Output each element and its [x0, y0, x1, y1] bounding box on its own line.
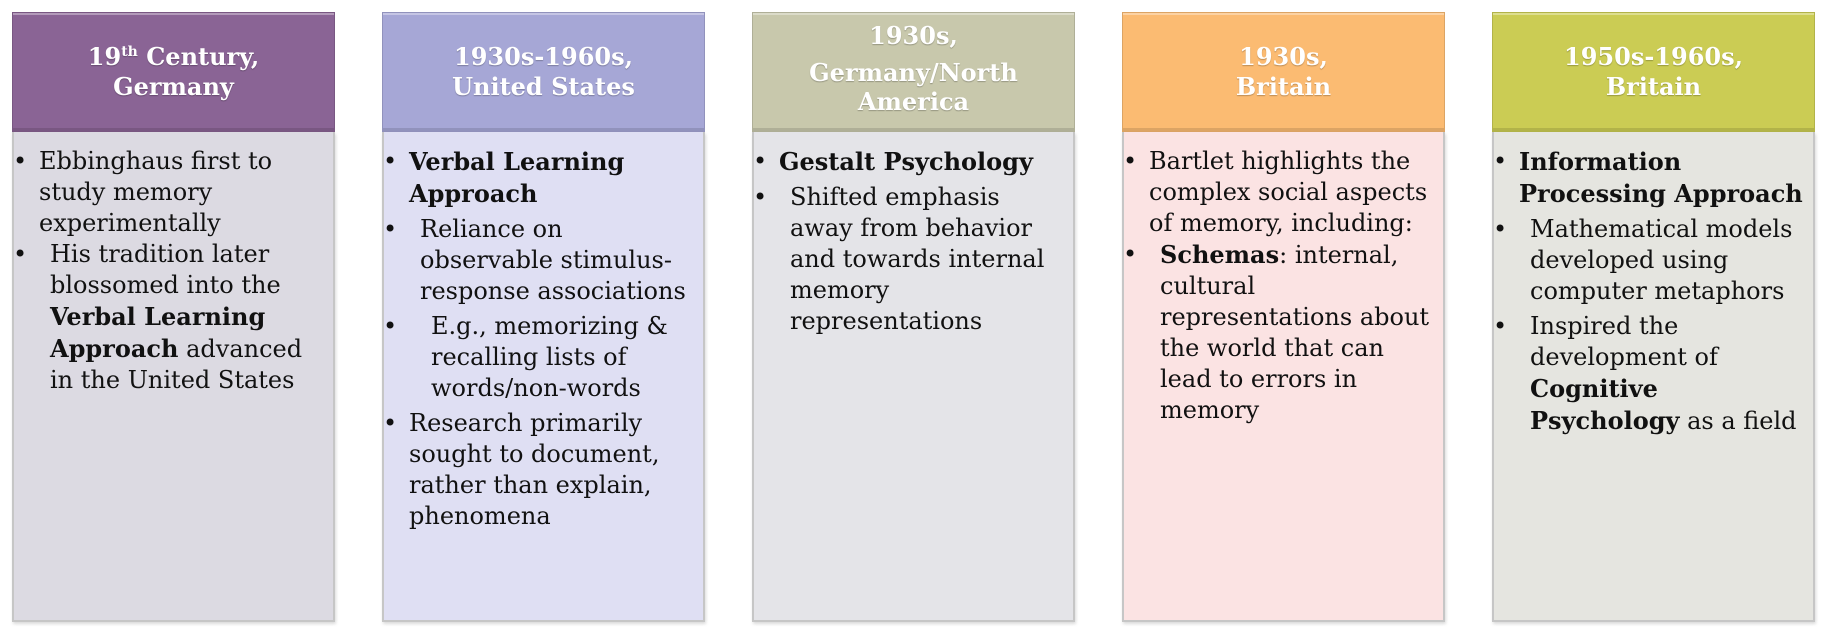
- column-1930s-britain: 1930s, Britain Bartlet highlights the co…: [1122, 12, 1445, 622]
- sub-bullet-item: Inspired the development of Cognitive Ps…: [1493, 311, 1803, 437]
- bullet-item: Verbal Learning Approach: [383, 146, 693, 210]
- sub-bullet-item: Reliance on observable stimulus-response…: [383, 214, 693, 307]
- column-body: Ebbinghaus first to study memory experim…: [12, 132, 335, 622]
- header-line2: Germany: [113, 72, 234, 101]
- header-line2: United States: [452, 72, 635, 101]
- bullet-item: Bartlet highlights the complex social as…: [1123, 146, 1433, 239]
- bullet-item: Information Processing Approach: [1493, 146, 1803, 210]
- header-line2: Britain: [1605, 72, 1702, 101]
- bullet-item: Research primarily sought to document, r…: [383, 408, 693, 532]
- sub-bullet-item: His tradition later blossomed into the V…: [13, 239, 323, 396]
- column-header: 1930s-1960s, United States: [382, 12, 705, 132]
- column-body: Verbal Learning Approach Reliance on obs…: [382, 132, 705, 622]
- column-header: 19th Century, Germany: [12, 12, 335, 132]
- header-line1: 19th Century,: [87, 42, 260, 71]
- sub-bullet-item: Mathematical models developed using comp…: [1493, 214, 1803, 307]
- column-body: Information Processing Approach Mathemat…: [1492, 132, 1815, 622]
- bullet-item: Gestalt Psychology: [753, 146, 1063, 178]
- column-header: 1950s-1960s, Britain: [1492, 12, 1815, 132]
- sub-sub-bullet-item: E.g., memorizing & recalling lists of wo…: [383, 311, 693, 404]
- header-line1: 1930s,: [1239, 42, 1328, 71]
- column-header: 1930s, Germany/North America: [752, 12, 1075, 132]
- column-1950s-1960s-britain: 1950s-1960s, Britain Information Process…: [1492, 12, 1815, 622]
- column-1930s-1960s-united-states: 1930s-1960s, United States Verbal Learni…: [382, 12, 705, 622]
- column-19th-century-germany: 19th Century, Germany Ebbinghaus first t…: [12, 12, 335, 622]
- column-header: 1930s, Britain: [1122, 12, 1445, 132]
- column-body: Gestalt Psychology Shifted emphasis away…: [752, 132, 1075, 622]
- sub-bullet-item: Schemas: internal, cultural representati…: [1123, 239, 1433, 426]
- column-body: Bartlet highlights the complex social as…: [1122, 132, 1445, 622]
- sub-bullet-item: Shifted emphasis away from behavior and …: [753, 182, 1063, 337]
- bullet-item: Ebbinghaus first to study memory experim…: [13, 146, 323, 239]
- header-line2: Germany/North America: [809, 58, 1018, 116]
- header-line1: 1930s-1960s,: [454, 42, 633, 71]
- header-line2: Britain: [1235, 72, 1332, 101]
- header-line1: 1930s,: [869, 21, 958, 50]
- header-line1: 1950s-1960s,: [1564, 42, 1743, 71]
- column-1930s-germany-north-america: 1930s, Germany/North America Gestalt Psy…: [752, 12, 1075, 622]
